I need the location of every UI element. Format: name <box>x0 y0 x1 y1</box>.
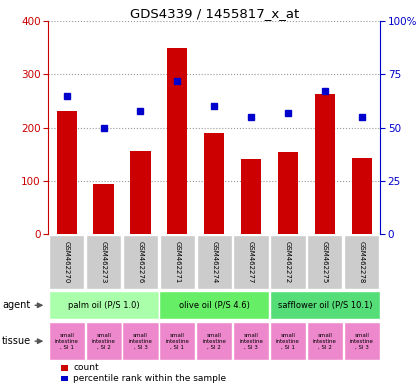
Bar <box>130 151 151 234</box>
Bar <box>204 133 224 234</box>
Bar <box>167 48 187 234</box>
Bar <box>278 152 298 234</box>
Bar <box>86 235 121 289</box>
Bar <box>49 291 158 319</box>
Text: small
intestine
, SI 2: small intestine , SI 2 <box>92 333 116 349</box>
Title: GDS4339 / 1455817_x_at: GDS4339 / 1455817_x_at <box>130 7 299 20</box>
Bar <box>344 322 380 361</box>
Bar <box>307 322 343 361</box>
Bar <box>233 322 269 361</box>
Text: small
intestine
, SI 1: small intestine , SI 1 <box>165 333 189 349</box>
Text: palm oil (P/S 1.0): palm oil (P/S 1.0) <box>68 301 139 310</box>
Text: small
intestine
, SI 1: small intestine , SI 1 <box>276 333 300 349</box>
Bar <box>315 94 335 234</box>
Text: small
intestine
, SI 2: small intestine , SI 2 <box>202 333 226 349</box>
Bar <box>49 322 85 361</box>
Bar <box>159 322 195 361</box>
Bar <box>49 235 84 289</box>
Text: GSM462275: GSM462275 <box>322 241 328 283</box>
Text: GSM462277: GSM462277 <box>248 241 254 283</box>
Text: GSM462273: GSM462273 <box>101 241 107 283</box>
Bar <box>270 291 380 319</box>
Text: percentile rank within the sample: percentile rank within the sample <box>74 374 226 383</box>
Bar <box>234 235 269 289</box>
Bar <box>270 322 306 361</box>
Text: small
intestine
, SI 3: small intestine , SI 3 <box>129 333 152 349</box>
Bar <box>160 235 195 289</box>
Bar <box>270 235 306 289</box>
Bar <box>196 322 232 361</box>
Text: tissue: tissue <box>2 336 31 346</box>
Text: GSM462272: GSM462272 <box>285 241 291 283</box>
Text: GSM462270: GSM462270 <box>64 241 70 283</box>
Text: GSM462278: GSM462278 <box>359 241 365 283</box>
Bar <box>197 235 232 289</box>
Bar <box>352 158 372 234</box>
Text: GSM462276: GSM462276 <box>137 241 144 283</box>
Bar <box>94 184 114 234</box>
Text: safflower oil (P/S 10.1): safflower oil (P/S 10.1) <box>278 301 372 310</box>
Text: agent: agent <box>2 300 30 310</box>
Bar <box>122 322 158 361</box>
Text: olive oil (P/S 4.6): olive oil (P/S 4.6) <box>179 301 249 310</box>
Text: small
intestine
, SI 1: small intestine , SI 1 <box>55 333 79 349</box>
Bar <box>61 376 68 381</box>
Bar <box>123 235 158 289</box>
Text: small
intestine
, SI 3: small intestine , SI 3 <box>239 333 263 349</box>
Text: GSM462271: GSM462271 <box>174 241 180 283</box>
Bar <box>61 365 68 371</box>
Bar <box>307 235 342 289</box>
Text: small
intestine
, SI 2: small intestine , SI 2 <box>313 333 337 349</box>
Bar <box>159 291 269 319</box>
Text: count: count <box>74 364 99 372</box>
Bar <box>241 159 261 234</box>
Bar <box>57 111 77 234</box>
Text: small
intestine
, SI 3: small intestine , SI 3 <box>350 333 374 349</box>
Text: GSM462274: GSM462274 <box>211 241 217 283</box>
Bar <box>344 235 379 289</box>
Bar <box>86 322 122 361</box>
